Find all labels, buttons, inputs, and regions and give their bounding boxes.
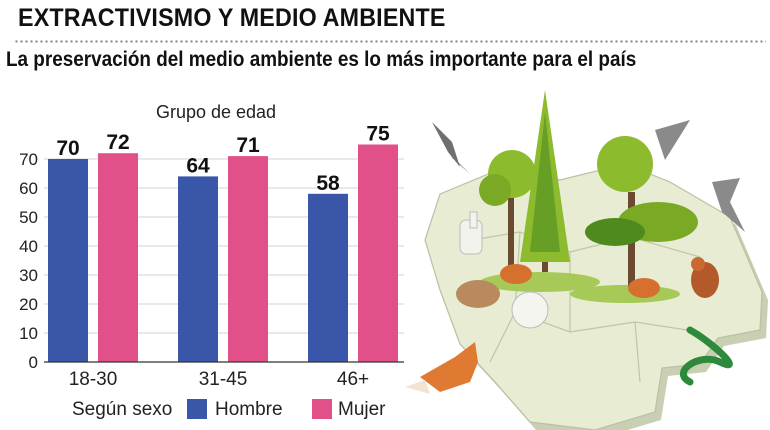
tree-canopy bbox=[597, 136, 653, 192]
y-tick-label: 0 bbox=[29, 353, 38, 372]
bar-value-labels: 70 72 64 71 58 75 bbox=[56, 123, 390, 195]
x-tick-label: 18-30 bbox=[69, 369, 118, 390]
bar-chart: 0 10 20 30 40 50 60 70 70 72 64 71 58 75 18-30 31-45 4… bbox=[19, 102, 404, 420]
snake-icon bbox=[680, 326, 733, 386]
y-axis-ticks: 0 10 20 30 40 50 60 70 bbox=[19, 150, 38, 372]
legend-swatch-mujer bbox=[312, 399, 332, 419]
rock bbox=[500, 264, 532, 284]
group-axis-label: Grupo de edad bbox=[156, 102, 276, 122]
chart-subtitle: La preservación del medio ambiente es lo… bbox=[6, 48, 637, 71]
bar-value-label: 72 bbox=[106, 131, 129, 154]
y-tick-label: 10 bbox=[19, 324, 38, 343]
tree-trunk bbox=[508, 192, 514, 272]
bird-icon bbox=[712, 178, 745, 232]
bar-value-label: 75 bbox=[366, 123, 390, 146]
bar-hombre-18-30 bbox=[48, 159, 88, 362]
y-tick-label: 30 bbox=[19, 266, 38, 285]
bar-mujer-31-45 bbox=[228, 156, 268, 362]
bar-value-label: 70 bbox=[56, 137, 79, 160]
map-borders bbox=[459, 231, 701, 383]
fox-icon bbox=[420, 342, 478, 392]
bar-mujer-46+ bbox=[358, 144, 398, 362]
legend-label-mujer: Mujer bbox=[338, 399, 386, 420]
bar-mujer-18-30 bbox=[98, 153, 138, 362]
x-tick-label: 46+ bbox=[337, 369, 369, 390]
bolivia-map-wildlife-illustration bbox=[405, 90, 768, 430]
dotted-divider bbox=[14, 40, 766, 43]
bar-value-label: 64 bbox=[186, 154, 210, 177]
y-tick-label: 70 bbox=[19, 150, 38, 169]
bar-hombre-46+ bbox=[308, 193, 348, 362]
chart-bars bbox=[48, 144, 398, 362]
bar-value-label: 71 bbox=[236, 134, 260, 157]
legend-title: Según sexo bbox=[72, 399, 172, 420]
tree-canopy bbox=[479, 174, 511, 206]
bird-icon bbox=[655, 120, 690, 160]
grass-patch bbox=[570, 285, 680, 303]
y-tick-label: 20 bbox=[19, 295, 38, 314]
tree-canopy bbox=[585, 218, 645, 246]
bar-hombre-31-45 bbox=[178, 176, 218, 362]
armadillo-icon bbox=[456, 280, 500, 308]
condor-icon bbox=[432, 122, 470, 174]
conifer-shade bbox=[530, 112, 560, 252]
legend-label-hombre: Hombre bbox=[215, 399, 283, 420]
rock bbox=[628, 278, 660, 298]
legend-swatch-hombre bbox=[187, 399, 207, 419]
y-tick-label: 60 bbox=[19, 179, 38, 198]
x-tick-label: 31-45 bbox=[199, 369, 248, 390]
header-title: EXTRACTIVISMO Y MEDIO AMBIENTE bbox=[18, 4, 446, 32]
y-tick-label: 40 bbox=[19, 237, 38, 256]
bar-value-label: 58 bbox=[316, 172, 340, 195]
sheep-icon bbox=[511, 291, 549, 329]
y-tick-label: 50 bbox=[19, 208, 38, 227]
x-axis-ticks: 18-30 31-45 46+ bbox=[69, 369, 369, 390]
